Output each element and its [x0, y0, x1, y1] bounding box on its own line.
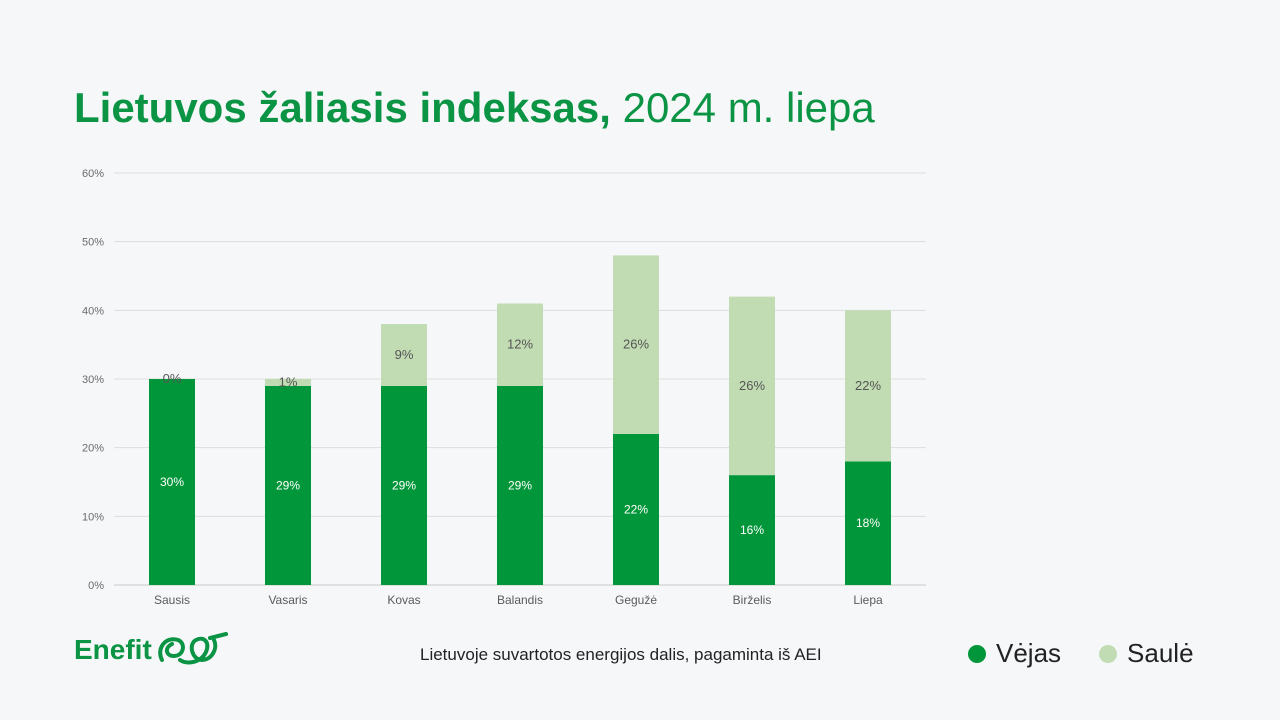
x-tick-label: Balandis [497, 593, 543, 607]
x-tick-label: Birželis [733, 593, 772, 607]
data-label-solar: 0% [163, 371, 182, 386]
legend-label-solar: Saulė [1127, 638, 1194, 668]
y-tick-label: 30% [82, 374, 104, 386]
legend-swatch-wind [968, 644, 986, 663]
chart-title: Lietuvos žaliasis indeksas, 2024 m. liep… [74, 84, 875, 132]
y-tick-label: 20% [82, 443, 104, 455]
data-label-solar: 9% [395, 347, 414, 362]
data-label-wind: 18% [856, 516, 880, 530]
bar-wind [381, 385, 427, 585]
legend-swatch-solar [1099, 644, 1118, 663]
data-label-solar: 26% [623, 337, 649, 352]
data-labels: 30% 0% 29% 1% 29% 9% 29% 12% 22% 26% 16% 26% 18% 22% [160, 337, 881, 537]
legend-item-wind: Vėjas [968, 638, 1061, 669]
bar-wind [265, 385, 311, 585]
data-label-wind: 30% [160, 475, 184, 489]
x-tick-label: Sausis [154, 593, 190, 607]
enefit-logo: Enefit [74, 630, 232, 670]
bar-wind [149, 379, 195, 585]
bar-solar [381, 324, 427, 386]
bar-wind [497, 385, 543, 585]
chart-caption: Lietuvoje suvartotos energijos dalis, pa… [420, 645, 822, 664]
x-tick-label: Liepa [853, 593, 883, 607]
data-label-solar: 26% [739, 378, 765, 393]
data-label-solar: 1% [279, 374, 298, 389]
y-tick-label: 50% [82, 237, 104, 249]
y-axis-ticks: 0% 10% 20% 30% 40% 50% 60% [82, 168, 104, 592]
enefit-swirl-icon [158, 632, 228, 665]
bar-solar [265, 379, 311, 386]
data-label-solar: 12% [507, 337, 533, 352]
x-tick-label: Gegužė [615, 593, 657, 607]
bar-wind [613, 433, 659, 585]
logo-wordmark: Enefit [74, 634, 152, 665]
x-axis-ticks: Sausis Vasaris Kovas Balandis Gegužė Birželis… [154, 593, 883, 607]
data-label-solar: 22% [855, 378, 881, 393]
y-tick-label: 40% [82, 305, 104, 317]
bar-solar [845, 310, 891, 462]
data-label-wind: 29% [392, 478, 416, 492]
data-label-wind: 29% [508, 478, 532, 492]
y-tick-label: 0% [88, 580, 104, 592]
legend-label-wind: Vėjas [996, 638, 1062, 668]
legend-item-solar: Saulė [1099, 638, 1194, 669]
title-bold: Lietuvos žaliasis indeksas, [74, 84, 611, 131]
title-date: 2024 m. liepa [622, 84, 875, 131]
bar-wind [729, 475, 775, 585]
bars [149, 255, 891, 585]
x-tick-label: Vasaris [268, 593, 307, 607]
data-label-wind: 16% [740, 523, 764, 537]
stacked-bar-chart: 0% 10% 20% 30% 40% 50% 60% 30% 0% 29% 1% 29% 9% 29% 1… [82, 168, 926, 607]
data-label-wind: 22% [624, 502, 648, 516]
y-tick-label: 10% [82, 511, 104, 523]
bar-solar [497, 303, 543, 386]
y-tick-label: 60% [82, 168, 104, 180]
bar-wind [845, 461, 891, 585]
x-tick-label: Kovas [387, 593, 420, 607]
bar-solar [729, 296, 775, 476]
data-label-wind: 29% [276, 478, 300, 492]
bar-solar [613, 255, 659, 434]
legend: Vėjas Saulė [968, 638, 1194, 669]
